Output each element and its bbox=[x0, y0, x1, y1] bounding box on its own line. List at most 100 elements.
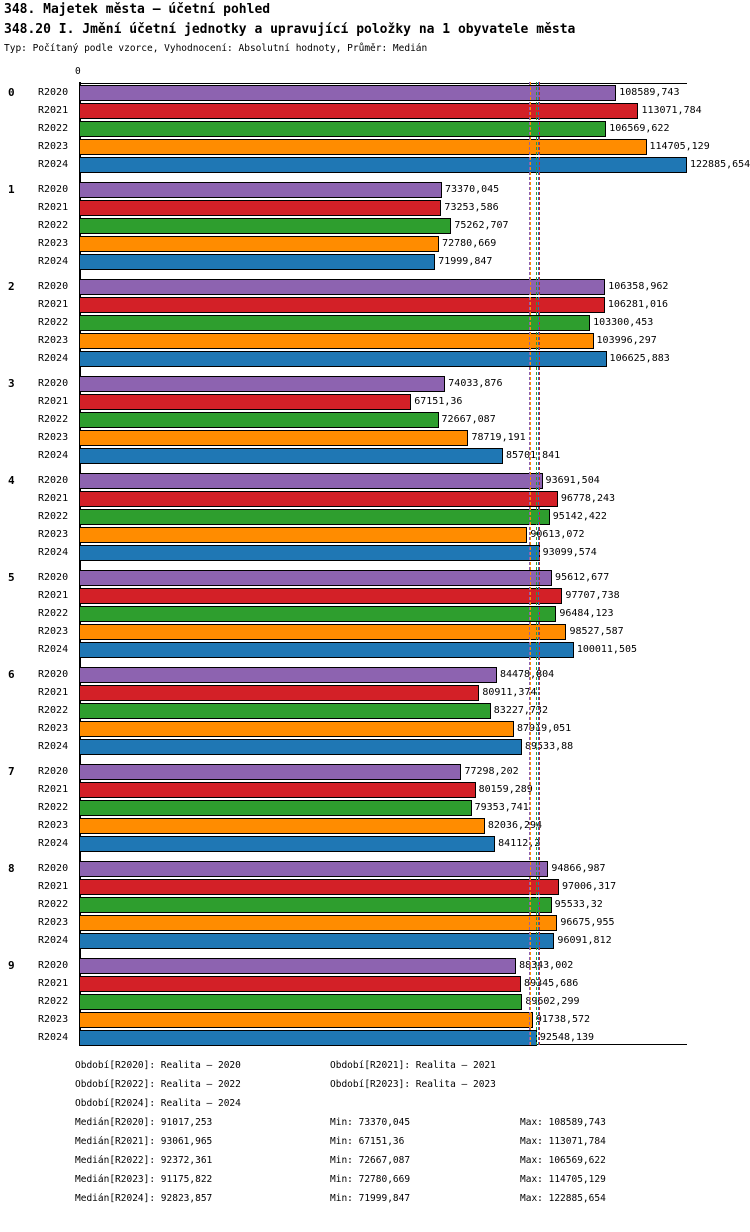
bar-group: 5 R2020 95612,677 R2021 97707,738 R2022 96484,… bbox=[0, 569, 750, 659]
stats-row-cell: Medián[R2024]: 92823,857 bbox=[75, 1193, 213, 1204]
bar-value-label: 106358,962 bbox=[608, 281, 669, 292]
bar[interactable] bbox=[79, 85, 617, 101]
bar-value-label: 98527,587 bbox=[569, 626, 624, 637]
bar-value-label: 100011,505 bbox=[576, 644, 638, 655]
bar-row: R2024 85701,841 bbox=[0, 447, 750, 465]
bar[interactable] bbox=[79, 351, 607, 367]
bar[interactable] bbox=[79, 448, 504, 464]
bar[interactable] bbox=[79, 897, 552, 913]
y-axis-line bbox=[79, 82, 81, 1045]
bar[interactable] bbox=[79, 236, 440, 252]
bar-value-label: 72667,087 bbox=[441, 414, 496, 425]
median-line bbox=[538, 82, 540, 1045]
bar-row-label: R2022 bbox=[38, 705, 69, 716]
bar-row-label: R2023 bbox=[38, 917, 69, 928]
legend-row: Období[R2024]: Realita – 2024 bbox=[0, 1098, 750, 1117]
bar[interactable] bbox=[79, 703, 491, 719]
bar[interactable] bbox=[79, 297, 605, 313]
bar[interactable] bbox=[79, 642, 574, 658]
stats-row-cell: Max: 113071,784 bbox=[520, 1136, 606, 1147]
bar[interactable] bbox=[79, 157, 687, 173]
bar[interactable] bbox=[79, 624, 567, 640]
bar[interactable] bbox=[79, 879, 559, 895]
bar[interactable] bbox=[79, 139, 647, 155]
bar[interactable] bbox=[79, 958, 517, 974]
bar[interactable] bbox=[79, 836, 496, 852]
bar[interactable] bbox=[79, 764, 462, 780]
bar-row-label: R2022 bbox=[38, 802, 69, 813]
bar[interactable] bbox=[79, 545, 540, 561]
bar-row-label: R2022 bbox=[38, 996, 69, 1007]
bar[interactable] bbox=[79, 994, 523, 1010]
bar[interactable] bbox=[79, 588, 563, 604]
bar-value-label: 80159,289 bbox=[478, 784, 533, 795]
bar[interactable] bbox=[79, 412, 439, 428]
stats-row: Medián[R2023]: 91175,822 Min: 72780,669 Ma… bbox=[0, 1174, 750, 1193]
bar[interactable] bbox=[79, 491, 558, 507]
bar[interactable] bbox=[79, 606, 557, 622]
bar-group: 6 R2020 84478,804 R2021 80911,374 R2022 83227,… bbox=[0, 666, 750, 756]
bar-value-label: 75262,707 bbox=[454, 220, 509, 231]
bar[interactable] bbox=[79, 254, 436, 270]
bar[interactable] bbox=[79, 200, 442, 216]
bar[interactable] bbox=[79, 394, 412, 410]
bar[interactable] bbox=[79, 818, 485, 834]
bar[interactable] bbox=[79, 1030, 537, 1046]
bar-row: R2023 87919,051 bbox=[0, 720, 750, 738]
bar-row-label: R2024 bbox=[38, 450, 69, 461]
bar-row-label: R2021 bbox=[38, 687, 69, 698]
bar-row: R2020 84478,804 bbox=[0, 666, 750, 684]
bar-row-label: R2020 bbox=[38, 378, 69, 389]
bar-value-label: 97707,738 bbox=[565, 590, 620, 601]
bar[interactable] bbox=[79, 509, 550, 525]
stats-row-cell: Max: 114705,129 bbox=[520, 1174, 606, 1185]
bar-row: R2023 78719,191 bbox=[0, 429, 750, 447]
bar[interactable] bbox=[79, 570, 553, 586]
bar-row-label: R2020 bbox=[38, 863, 69, 874]
bar[interactable] bbox=[79, 915, 558, 931]
bar-group-label: 5 bbox=[8, 571, 15, 584]
bar-value-label: 114705,129 bbox=[649, 141, 710, 152]
bar-group-label: 4 bbox=[8, 474, 15, 487]
bar[interactable] bbox=[79, 279, 606, 295]
bar-row: R2020 95612,677 bbox=[0, 569, 750, 587]
bar-row: R2024 92548,139 bbox=[0, 1029, 750, 1047]
bar[interactable] bbox=[79, 333, 594, 349]
bar[interactable] bbox=[79, 527, 528, 543]
bar-value-label: 96675,955 bbox=[560, 917, 615, 928]
bar[interactable] bbox=[79, 782, 476, 798]
bar-value-label: 94866,987 bbox=[551, 863, 606, 874]
bar-row: R2023 103996,297 bbox=[0, 332, 750, 350]
bar-row: R2020 73370,045 bbox=[0, 181, 750, 199]
bar[interactable] bbox=[79, 103, 639, 119]
bar[interactable] bbox=[79, 430, 469, 446]
bar[interactable] bbox=[79, 861, 549, 877]
bar-value-label: 95142,422 bbox=[552, 511, 607, 522]
bar[interactable] bbox=[79, 933, 555, 949]
bar[interactable] bbox=[79, 473, 543, 489]
bar[interactable] bbox=[79, 376, 446, 392]
bar-value-label: 96778,243 bbox=[560, 493, 616, 504]
bar[interactable] bbox=[79, 218, 452, 234]
bar-value-label: 78719,191 bbox=[471, 432, 526, 443]
bar-row: R2023 72780,669 bbox=[0, 235, 750, 253]
legend-row: Období[R2022]: Realita – 2022 Období[R202… bbox=[0, 1079, 750, 1098]
bar[interactable] bbox=[79, 685, 480, 701]
bar-row-label: R2024 bbox=[38, 159, 69, 170]
bar[interactable] bbox=[79, 721, 514, 737]
bar-group-label: 1 bbox=[8, 183, 15, 196]
bar[interactable] bbox=[79, 667, 497, 683]
bar[interactable] bbox=[79, 800, 472, 816]
bar-row: R2022 79353,741 bbox=[0, 799, 750, 817]
bar[interactable] bbox=[79, 315, 591, 331]
bar[interactable] bbox=[79, 739, 522, 755]
bar-value-label: 106625,883 bbox=[609, 353, 670, 364]
bar[interactable] bbox=[79, 182, 442, 198]
bar[interactable] bbox=[79, 1012, 533, 1028]
bar-value-label: 74033,876 bbox=[448, 378, 503, 389]
bar[interactable] bbox=[79, 976, 522, 992]
bar-row-label: R2021 bbox=[38, 493, 69, 504]
bar-value-label: 80911,374 bbox=[482, 687, 537, 698]
bar[interactable] bbox=[79, 121, 607, 137]
bar-value-label: 72780,669 bbox=[442, 238, 497, 249]
